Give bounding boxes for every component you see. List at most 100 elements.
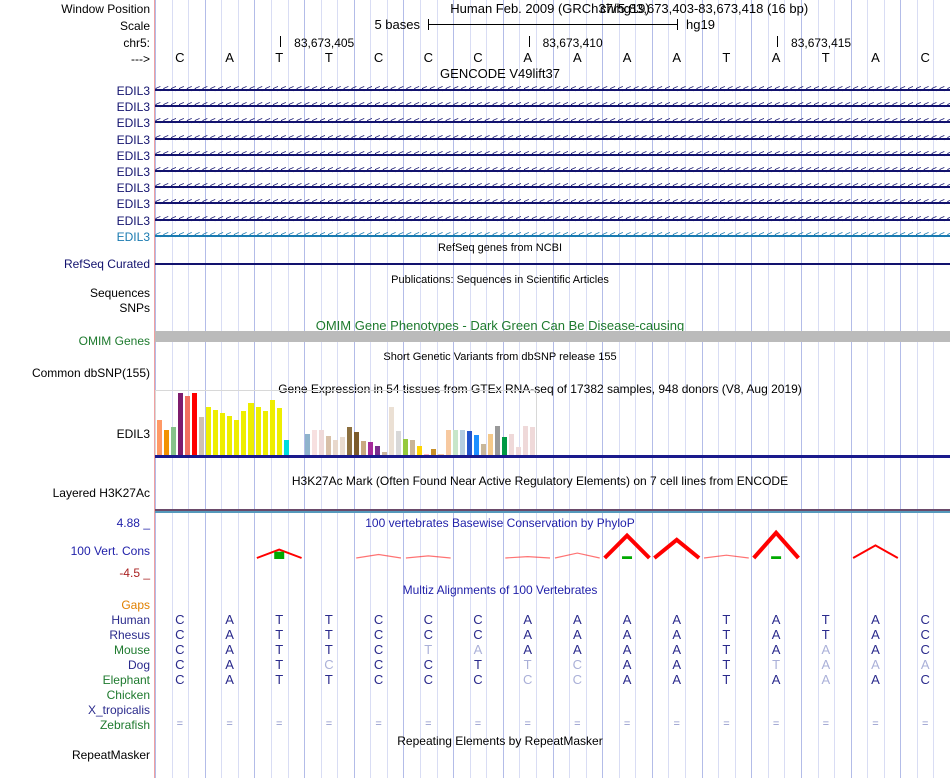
multiz-base-cell: C [373,657,384,672]
gtex-tissue-bar[interactable] [346,427,353,455]
gtex-tissue-bar[interactable] [192,393,198,455]
transcript-direction-arrows: <<<<<<<<<<<<<<<<<<<<<<<<<<<<<<<<<<<<<<<<… [155,213,950,225]
gtex-tissue-bar[interactable] [206,407,212,455]
sequence-base: C [373,50,384,65]
gtex-tissue-bar[interactable] [396,431,402,455]
gencode-gene-label[interactable]: EDIL3 [116,165,150,179]
multiz-species-label-x_tropicalis[interactable]: X_tropicalis [87,703,150,717]
gencode-gene-label[interactable]: EDIL3 [116,116,150,131]
conservation-phylop-plot[interactable] [155,516,950,578]
gtex-tissue-bar[interactable] [522,426,528,455]
gencode-gene-label[interactable]: EDIL3 [116,148,150,163]
gtex-tissue-bar[interactable] [382,452,388,455]
gtex-tissue-bar[interactable] [389,407,395,455]
gtex-tissue-bar[interactable] [424,453,430,455]
gtex-tissue-bar[interactable] [473,434,479,455]
gencode-gene-label[interactable]: EDIL3 [116,229,150,244]
gtex-tissue-bar[interactable] [213,409,219,455]
gencode-gene-label[interactable]: EDIL3 [116,100,150,115]
gtex-tissue-bar[interactable] [332,439,338,455]
gtex-tissue-bar[interactable] [241,410,247,455]
gtex-tissue-bar[interactable] [361,441,367,455]
gtex-expression-barchart[interactable] [156,392,536,455]
gencode-transcript-row[interactable]: <<<<<<<<<<<<<<<<<<<<<<<<<<<<<<<<<<<<<<<<… [155,149,950,161]
gtex-tissue-bar[interactable] [480,443,486,455]
gtex-tissue-bar[interactable] [375,446,381,455]
gencode-gene-label[interactable]: EDIL3 [116,132,150,147]
gtex-tissue-bar[interactable] [403,438,409,455]
gtex-tissue-bar[interactable] [529,427,535,455]
transcript-direction-arrows: <<<<<<<<<<<<<<<<<<<<<<<<<<<<<<<<<<<<<<<<… [155,197,950,209]
gtex-tissue-bar[interactable] [515,447,521,455]
multiz-species-label-zebrafish[interactable]: Zebrafish [99,718,150,732]
refseq-curated-label: RefSeq Curated [63,257,150,271]
gtex-tissue-bar[interactable] [487,433,493,455]
gtex-tissue-bar[interactable] [368,442,374,455]
gencode-transcript-row[interactable]: <<<<<<<<<<<<<<<<<<<<<<<<<<<<<<<<<<<<<<<<… [155,197,950,209]
multiz-species-label-mouse[interactable]: Mouse [113,643,150,657]
gtex-tissue-bar[interactable] [339,437,345,455]
gtex-tissue-bar[interactable] [438,453,444,455]
gtex-tissue-bar[interactable] [248,403,254,455]
gencode-gene-label[interactable]: EDIL3 [116,181,150,196]
gtex-tissue-bar[interactable] [297,447,303,455]
gtex-tissue-bar[interactable] [325,436,331,455]
multiz-base-cell: C [175,627,185,642]
transcript-intron-line [155,137,950,140]
gtex-tissue-bar[interactable] [304,433,310,455]
gtex-tissue-bar[interactable] [318,429,324,455]
gencode-gene-label[interactable]: EDIL3 [116,213,150,228]
gtex-tissue-bar[interactable] [156,419,163,455]
gencode-gene-label[interactable]: EDIL3 [116,197,150,212]
gencode-transcript-row[interactable]: <<<<<<<<<<<<<<<<<<<<<<<<<<<<<<<<<<<<<<<<… [155,214,950,226]
gtex-tissue-bar[interactable] [354,432,360,455]
gtex-tissue-bar[interactable] [171,427,177,455]
gencode-transcript-row[interactable]: <<<<<<<<<<<<<<<<<<<<<<<<<<<<<<<<<<<<<<<<… [155,100,950,112]
multiz-base-cell: = [325,718,333,730]
multiz-species-label-dog[interactable]: Dog [127,658,150,672]
gencode-transcript-row[interactable]: <<<<<<<<<<<<<<<<<<<<<<<<<<<<<<<<<<<<<<<<… [155,84,950,96]
gtex-tissue-bar[interactable] [290,443,296,455]
gtex-tissue-bar[interactable] [227,415,233,455]
gtex-tissue-bar[interactable] [164,429,170,455]
gencode-transcript-row[interactable]: <<<<<<<<<<<<<<<<<<<<<<<<<<<<<<<<<<<<<<<<… [155,181,950,193]
gtex-tissue-bar[interactable] [283,439,289,455]
gtex-tissue-bar[interactable] [276,408,282,455]
gencode-transcript-row[interactable]: <<<<<<<<<<<<<<<<<<<<<<<<<<<<<<<<<<<<<<<<… [155,116,950,128]
gtex-tissue-bar[interactable] [452,429,458,455]
gtex-tissue-bar[interactable] [410,439,416,455]
gtex-tissue-bar[interactable] [234,419,240,455]
gencode-transcript-row[interactable]: <<<<<<<<<<<<<<<<<<<<<<<<<<<<<<<<<<<<<<<<… [155,230,950,242]
gtex-tissue-bar[interactable] [417,446,423,455]
gtex-tissue-bar[interactable] [311,429,317,455]
gtex-tissue-bar[interactable] [262,410,268,455]
gtex-tissue-bar[interactable] [185,395,191,455]
gtex-tissue-bar[interactable] [199,417,205,455]
gtex-tissue-bar[interactable] [466,431,472,455]
gtex-tissue-bar[interactable] [178,393,184,455]
gtex-tissue-bar[interactable] [445,429,451,455]
multiz-base-cell: A [871,672,880,687]
multiz-species-label-rhesus[interactable]: Rhesus [109,628,150,642]
conservation-max-value: 4.88 _ [116,516,150,530]
gtex-tissue-bar[interactable] [501,437,507,455]
gtex-center-label: Gene Expression in 54 tissues from GTEx … [278,382,802,396]
repeatmasker-label: RepeatMasker [71,748,150,762]
gencode-gene-label[interactable]: EDIL3 [116,84,150,98]
gtex-tissue-bar[interactable] [431,448,437,455]
multiz-species-label-human[interactable]: Human [111,613,150,627]
refseq-feature-line[interactable] [155,263,950,265]
gtex-tissue-bar[interactable] [255,407,261,455]
multiz-species-label-chicken[interactable]: Chicken [106,688,150,702]
gencode-transcript-row[interactable]: <<<<<<<<<<<<<<<<<<<<<<<<<<<<<<<<<<<<<<<<… [155,133,950,145]
gtex-tissue-bar[interactable] [494,426,500,455]
omim-feature-bar[interactable] [155,331,950,342]
gtex-tissue-bar[interactable] [220,413,226,455]
gtex-tissue-bar[interactable] [269,399,275,455]
gtex-tissue-bar[interactable] [508,433,514,455]
multiz-base-cell: A [225,642,234,657]
gtex-tissue-bar[interactable] [459,429,465,455]
multiz-species-label-elephant[interactable]: Elephant [102,673,150,687]
gencode-transcript-row[interactable]: <<<<<<<<<<<<<<<<<<<<<<<<<<<<<<<<<<<<<<<<… [155,165,950,177]
transcript-direction-arrows: <<<<<<<<<<<<<<<<<<<<<<<<<<<<<<<<<<<<<<<<… [155,100,950,112]
